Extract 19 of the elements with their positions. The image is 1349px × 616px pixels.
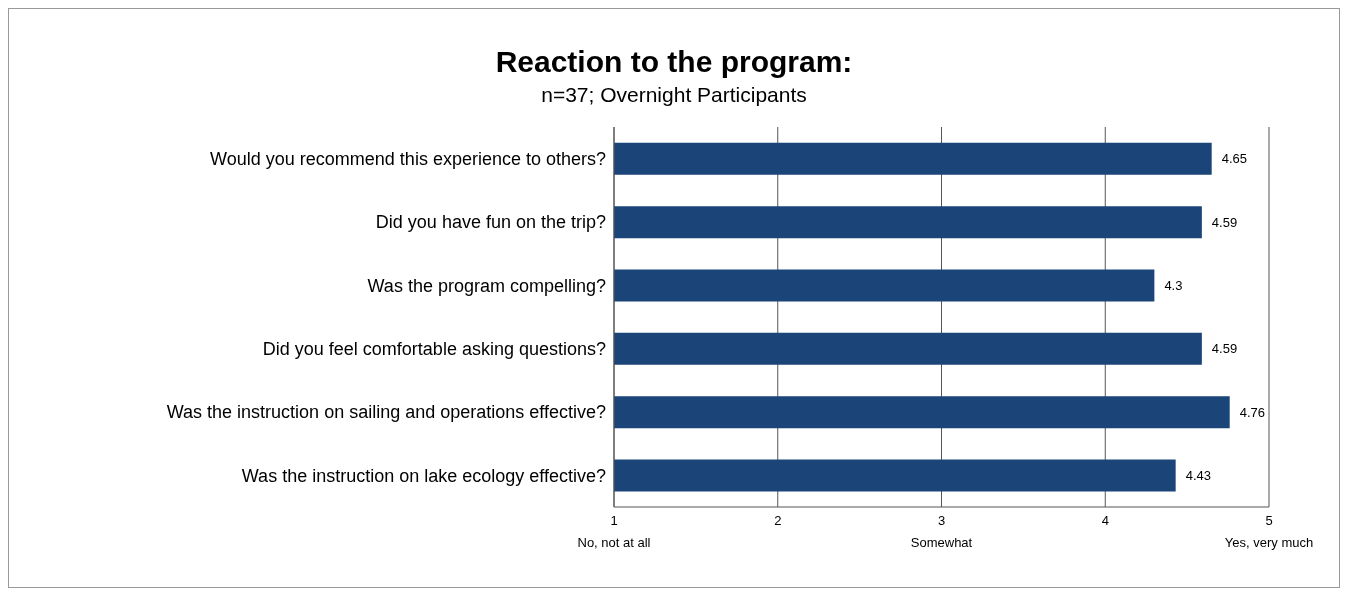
y-tick-label: Would you recommend this experience to others?: [210, 149, 606, 170]
y-tick-label: Did you feel comfortable asking questions?: [262, 339, 606, 360]
x-tick-label: 2: [774, 513, 782, 528]
data-label: 4.3: [1164, 278, 1183, 294]
y-tick-label: Was the program compelling?: [367, 275, 606, 296]
y-tick-label: Was the instruction on sailing and operations effective?: [166, 402, 606, 423]
chart-title: Reaction to the program:: [494, 45, 854, 79]
data-label: 4.65: [1221, 151, 1247, 167]
data-label: 4.59: [1211, 341, 1238, 357]
data-label: 4.76: [1239, 404, 1266, 420]
x-tick-label: 5 Yes, very much: [1224, 513, 1314, 550]
y-tick-label: Did you have fun on the trip?: [375, 212, 606, 233]
data-label: 4.59: [1211, 214, 1238, 230]
x-tick-label: 3 Somewhat: [910, 513, 973, 550]
x-tick-label: 4: [1101, 513, 1109, 528]
chart-subtitle: n=37; Overnight Participants: [540, 83, 808, 107]
x-tick-label: 1 No, not at all: [577, 513, 651, 550]
y-tick-label: Was the instruction on lake ecology effective?: [241, 465, 606, 486]
data-label: 4.43: [1185, 468, 1211, 484]
